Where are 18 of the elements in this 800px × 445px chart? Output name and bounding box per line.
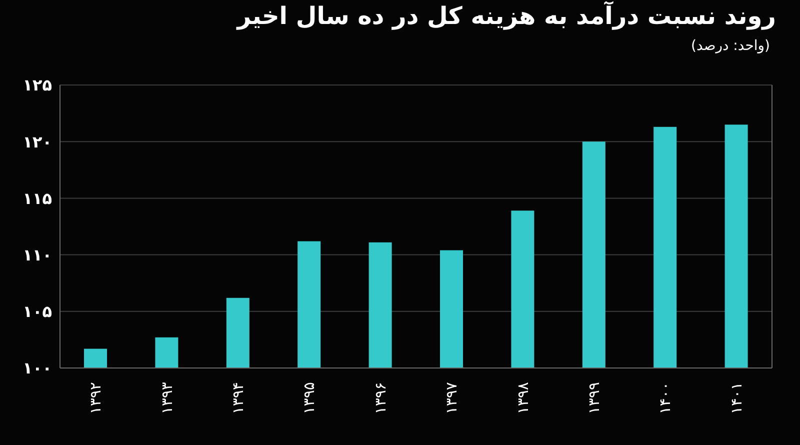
x-tick-label: ۱۳۹۷ <box>442 382 461 414</box>
x-tick-label: ۱۳۹۸ <box>514 382 532 414</box>
x-tick-label: ۱۳۹۹ <box>585 382 603 414</box>
x-tick-label: ۱۴۰۰ <box>656 382 674 414</box>
y-tick-label: ۱۱۵ <box>22 188 52 208</box>
x-tick-label: ۱۴۰۱ <box>727 382 746 414</box>
chart-title: روند نسبت درآمد به هزینه کل در ده سال اخیر <box>237 2 776 30</box>
x-tick-label: ۱۳۹۲ <box>86 382 105 414</box>
y-tick-label: ۱۱۰ <box>22 245 52 264</box>
y-tick-label: ۱۲۵ <box>22 76 52 95</box>
chart-subtitle: (واحد: درصد) <box>691 38 770 54</box>
y-tick-label: ۱۰۵ <box>22 302 52 322</box>
x-tick-label: ۱۳۹۴ <box>229 382 247 414</box>
y-tick-label: ۱۲۰ <box>22 132 52 152</box>
x-tick-label: ۱۳۹۶ <box>371 382 390 414</box>
x-tick-label: ۱۳۹۵ <box>300 382 318 414</box>
x-tick-label: ۱۳۹۳ <box>158 382 176 414</box>
y-tick-label: ۱۰۰ <box>22 358 52 378</box>
